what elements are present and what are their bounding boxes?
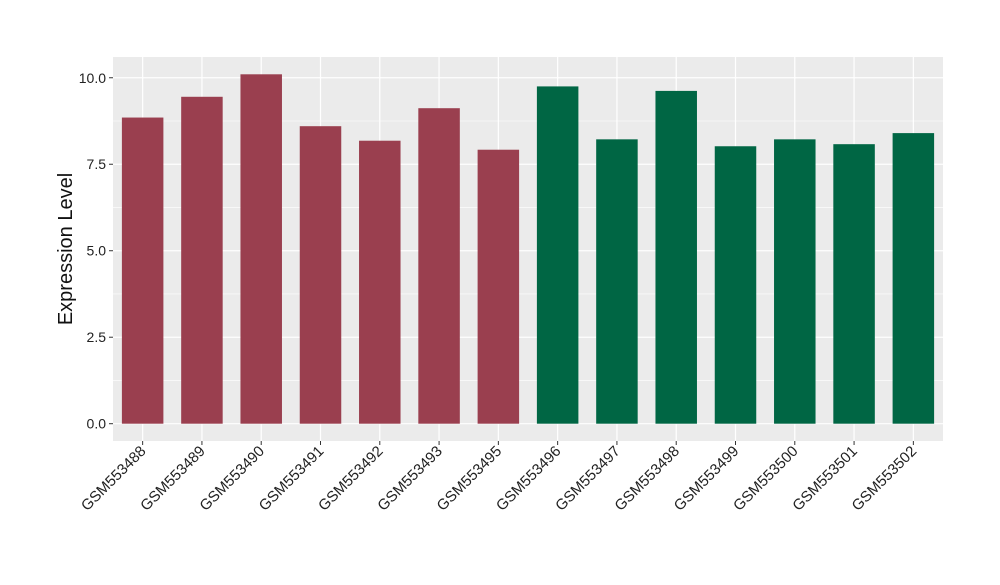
y-tick-label: 2.5 (87, 329, 107, 345)
bar-GSM553501 (833, 144, 875, 424)
y-tick-label: 7.5 (87, 156, 107, 172)
bar-GSM553491 (299, 126, 342, 424)
bars (121, 74, 935, 424)
bar-GSM553502 (892, 133, 935, 424)
bar-GSM553495 (477, 149, 520, 424)
plot-panel (113, 57, 943, 441)
bar-GSM553493 (418, 108, 460, 424)
y-axis-title: Expression Level (55, 173, 77, 325)
y-tick-label: 10.0 (79, 70, 106, 86)
bar-GSM553498 (655, 90, 697, 424)
bar-GSM553488 (121, 117, 164, 424)
bar-GSM553489 (181, 96, 223, 424)
bar-GSM553500 (774, 139, 816, 424)
x-axis: GSM553488GSM553489GSM553490GSM553491GSM5… (78, 441, 920, 514)
bar-GSM553499 (714, 146, 757, 424)
y-axis: 0.0 2.5 5.0 7.5 10.0 (79, 70, 113, 432)
y-tick-label: 0.0 (87, 416, 107, 432)
bar-GSM553497 (596, 139, 638, 424)
bar-GSM553496 (536, 86, 579, 424)
bar-GSM553490 (240, 74, 282, 424)
bar-GSM553492 (359, 140, 401, 424)
y-tick-label: 5.0 (87, 243, 107, 259)
